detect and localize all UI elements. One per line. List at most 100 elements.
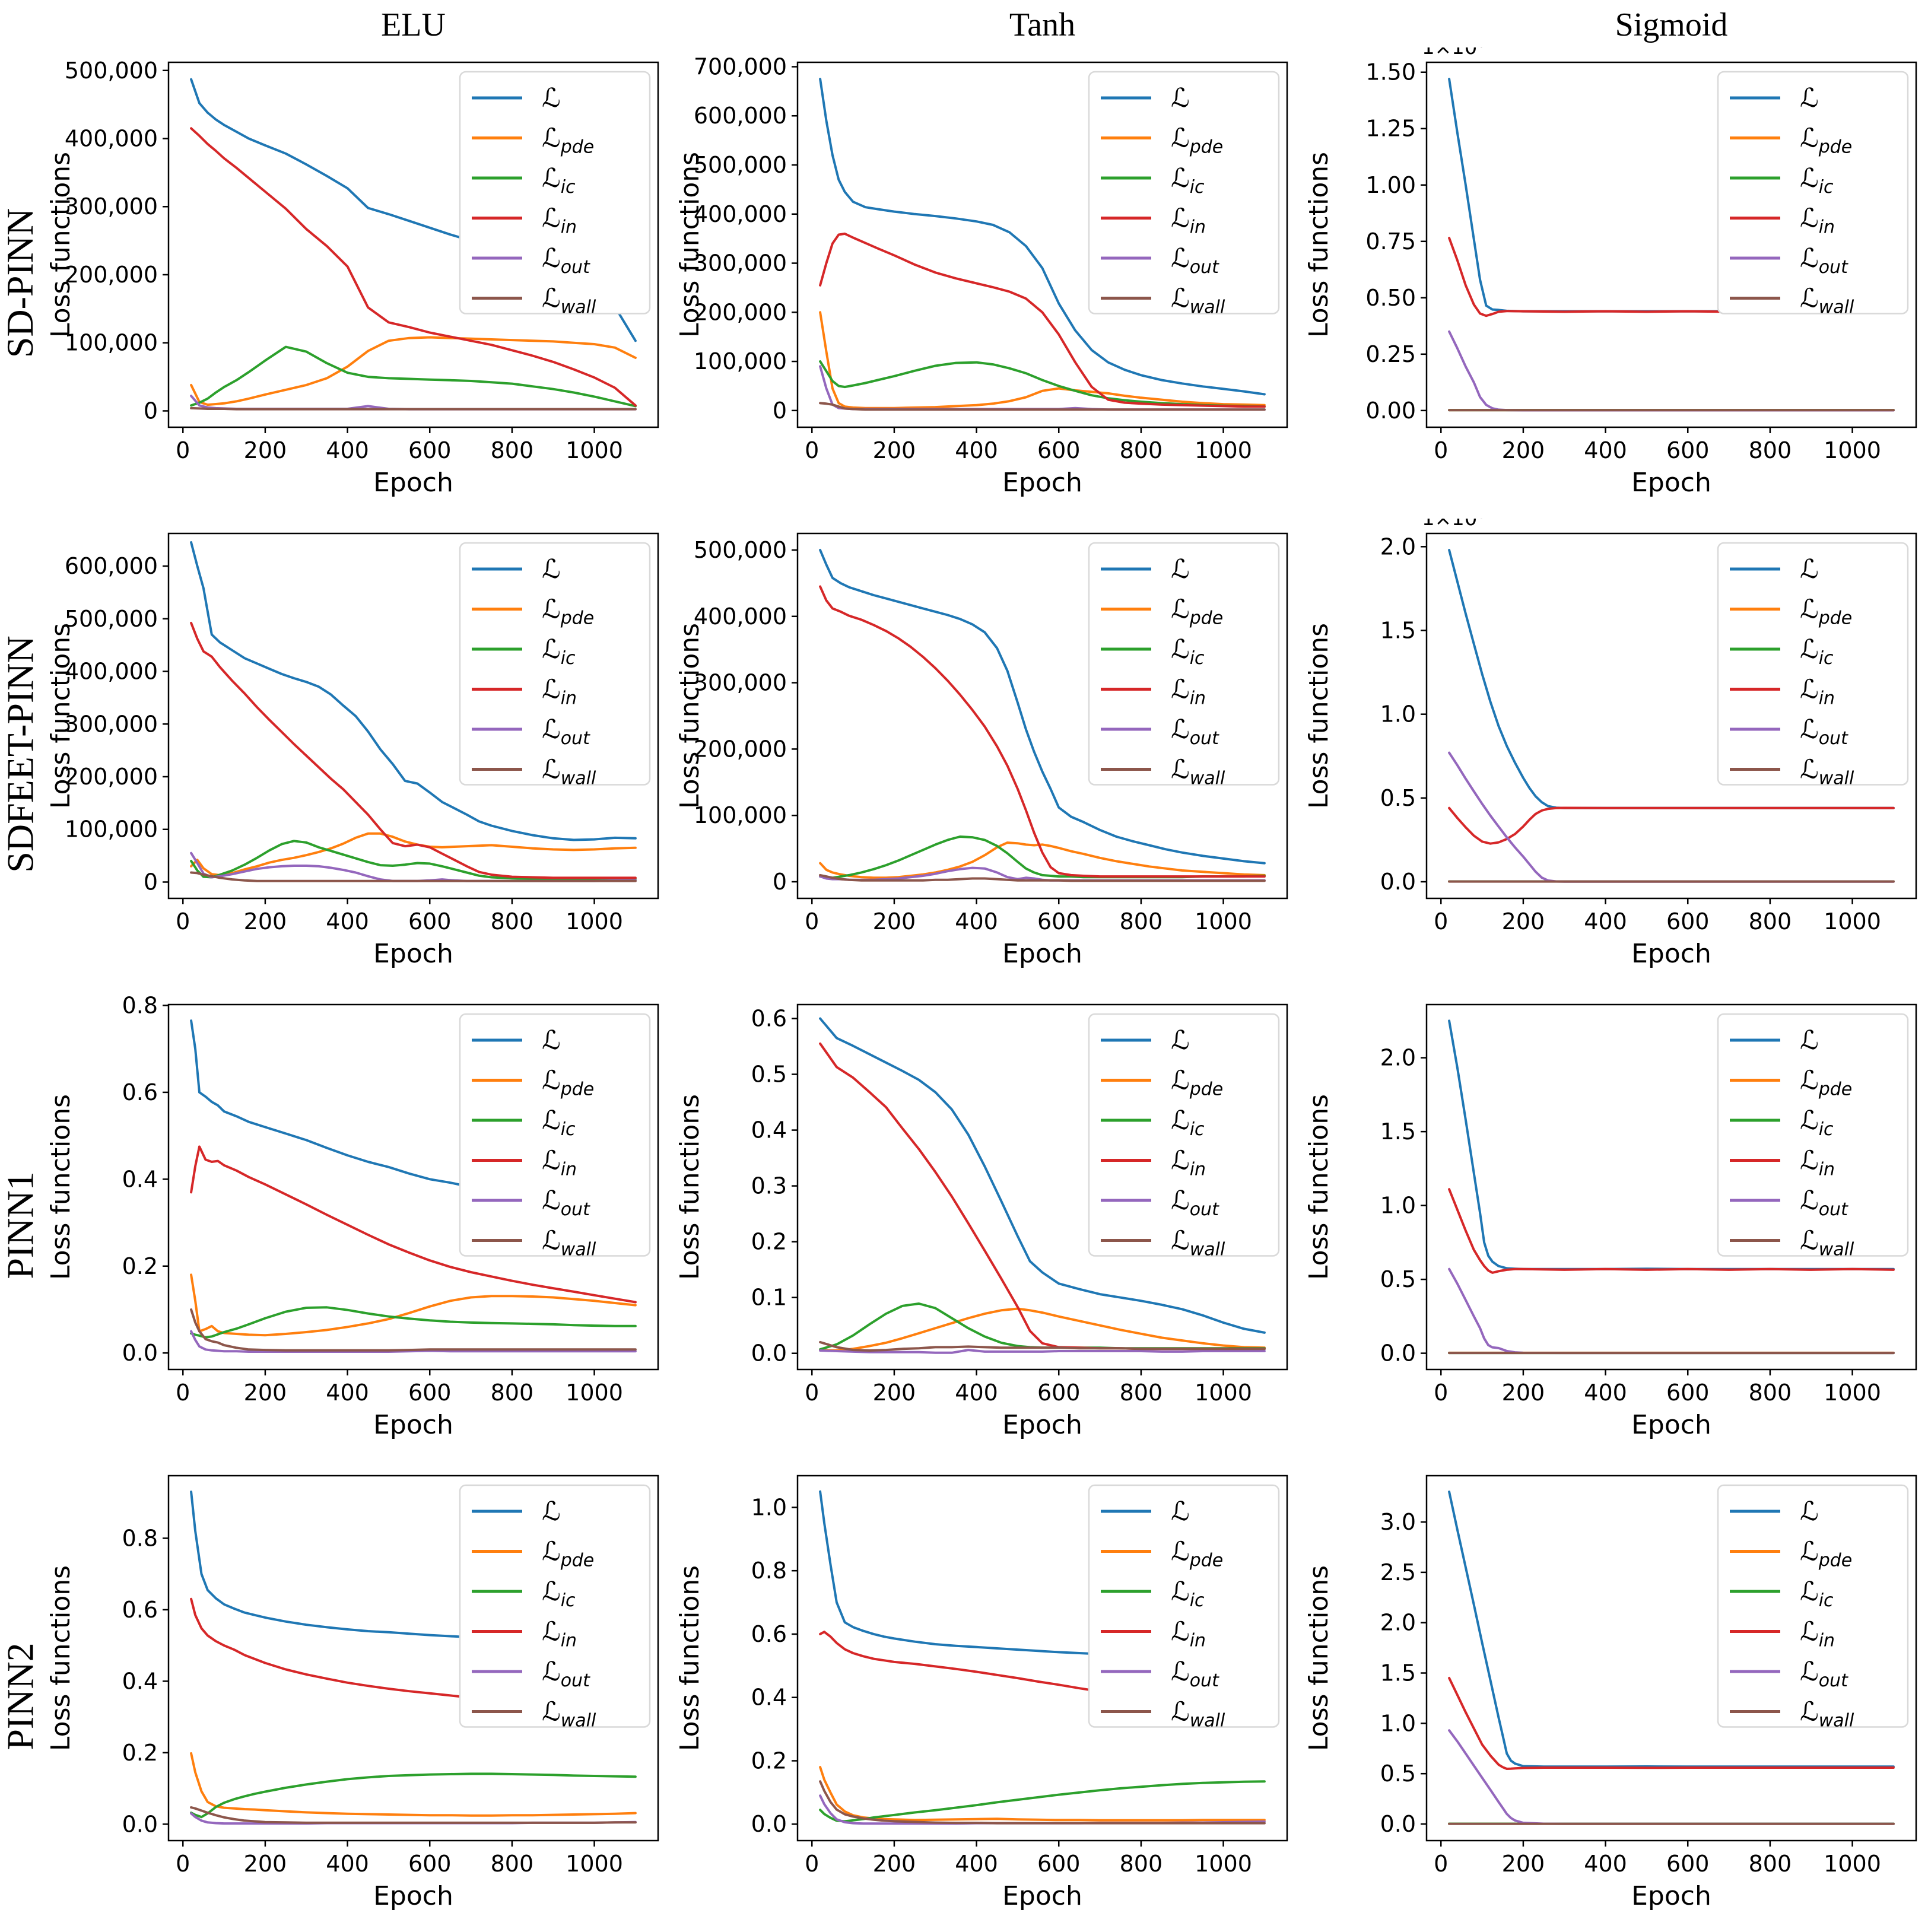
legend-box — [1717, 71, 1909, 314]
y-tick-label: 1.5 — [1380, 617, 1416, 643]
x-tick-label: 400 — [1584, 1380, 1627, 1406]
series-line-L — [819, 78, 1266, 396]
chart-cell-SD-PINN-Tanh: 0 200 400 600 800 1000 0 100,000 200,000 300,000 4… — [670, 47, 1299, 519]
legend-box — [459, 71, 651, 314]
y-tick-label: 0.2 — [122, 1740, 158, 1766]
x-tick-label: 1000 — [566, 908, 623, 935]
x-tick-label: 600 — [408, 908, 452, 935]
series-group — [819, 78, 1266, 411]
legend-label-L_out: ℒout — [1171, 1186, 1219, 1220]
x-tick-label: 0 — [805, 908, 819, 935]
plot-SD-PINN-Tanh: 0 200 400 600 800 1000 0 100,000 200,000 300,000 4… — [675, 53, 1288, 498]
y-axis-offset-label: 1×10⁶ — [1422, 519, 1485, 530]
x-axis-label: Epoch — [373, 1410, 453, 1440]
x-tick-label: 800 — [1120, 1380, 1163, 1406]
x-tick-label: 0 — [1434, 1851, 1448, 1877]
x-tick-label: 0 — [805, 1851, 819, 1877]
row-label-text: PINN2 — [0, 1642, 42, 1750]
plot-SD-PINN-ELU: 0 200 400 600 800 1000 0 100,000 200,000 300,000 4… — [46, 58, 659, 498]
plot-SD-PINN-Sigmoid: 0 200 400 600 800 1000 0.00 0.25 0.50 0.75 1.00 1.2… — [1304, 47, 1917, 498]
plot-PINN2-ELU: 0 200 400 600 800 1000 0.0 0.2 0.4 0.6 0.8 Epoch Los… — [46, 1475, 659, 1911]
axes-box — [167, 61, 659, 428]
series-line-L_in — [190, 127, 637, 407]
legend-label-L_in: ℒin — [542, 1617, 577, 1651]
series-line-L_ic — [190, 1772, 637, 1819]
y-tick-label: 2.0 — [1380, 533, 1416, 560]
series-line-L_ic — [190, 1306, 637, 1339]
series-line-L_in — [190, 1145, 637, 1304]
column-title-tanh: Tanh — [1009, 7, 1076, 43]
y-tick-label: 500,000 — [65, 606, 158, 632]
legend-label-L_pde: ℒpde — [1171, 595, 1223, 629]
legend-label-L_pde: ℒpde — [542, 1537, 594, 1571]
legend-label-L_out: ℒout — [1800, 1186, 1848, 1220]
x-tick-label: 0 — [1434, 437, 1448, 463]
series-line-L_out — [1448, 330, 1895, 412]
legend-label-L_out: ℒout — [1800, 1657, 1848, 1691]
x-tick-label: 0 — [1434, 1380, 1448, 1406]
x-tick-label: 600 — [1666, 437, 1710, 463]
x-tick-label: 200 — [1502, 1380, 1545, 1406]
legend-label-L_in: ℒin — [1800, 1146, 1835, 1180]
x-tick-label: 0 — [176, 1380, 190, 1406]
axes-box — [1425, 61, 1917, 428]
chart-cell-SD-PINN-Sigmoid: 0 200 400 600 800 1000 0.00 0.25 0.50 0.75 1.00 1.2… — [1299, 47, 1928, 519]
y-tick-label: 400,000 — [65, 659, 158, 685]
y-tick-label: 1.5 — [1380, 1118, 1416, 1145]
legend-box — [1088, 71, 1280, 314]
y-tick-label: 400,000 — [694, 603, 787, 630]
y-tick-label: 1.50 — [1365, 59, 1416, 85]
y-tick-label: 0.75 — [1365, 228, 1416, 255]
chart-cell-PINN1-Tanh: 0 200 400 600 800 1000 0.0 0.1 0.2 0.3 0.4 0.5 0.6 Ep… — [670, 990, 1299, 1461]
x-tick-label: 800 — [1120, 437, 1163, 463]
chart-cell-SDFEET-PINN-Tanh: 0 200 400 600 800 1000 0 100,000 200,000 300,000 4… — [670, 519, 1299, 990]
legend-label-L: ℒ — [542, 554, 561, 584]
y-tick-label: 0.2 — [751, 1747, 787, 1774]
x-tick-label: 0 — [1434, 908, 1448, 935]
y-tick-label: 1.5 — [1380, 1660, 1416, 1686]
series-group — [819, 549, 1266, 882]
legend-label-L_out: ℒout — [1800, 243, 1848, 278]
series-line-L_wall — [819, 873, 1266, 882]
axes-box — [167, 1003, 659, 1371]
x-tick-label: 1000 — [1195, 437, 1252, 463]
legend-label-L: ℒ — [1171, 83, 1190, 113]
y-tick-label: 400,000 — [694, 201, 787, 227]
y-axis-label: Loss functions — [675, 152, 705, 338]
x-tick-label: 400 — [326, 437, 369, 463]
y-tick-label: 500,000 — [694, 152, 787, 178]
x-tick-label: 600 — [1666, 1851, 1710, 1877]
x-tick-label: 0 — [176, 908, 190, 935]
series-line-L — [819, 549, 1266, 865]
x-tick-label: 1000 — [1824, 908, 1881, 935]
x-tick-label: 400 — [1584, 908, 1627, 935]
y-axis-label: Loss functions — [675, 623, 705, 809]
y-tick-label: 0 — [144, 869, 158, 895]
legend-label-L: ℒ — [1800, 1025, 1819, 1056]
legend-label-L_pde: ℒpde — [542, 123, 594, 158]
legend-label-L_wall: ℒwall — [542, 1697, 596, 1731]
plot-SDFEET-PINN-ELU: 0 200 400 600 800 1000 0 100,000 200,000 300,000 4… — [46, 532, 659, 969]
y-tick-label: 0.00 — [1365, 398, 1416, 424]
series-line-L_in — [819, 585, 1266, 878]
legend-label-L_ic: ℒic — [1800, 1105, 1834, 1140]
legend-label-L_pde: ℒpde — [1800, 123, 1852, 158]
x-tick-label: 200 — [873, 1380, 916, 1406]
y-axis-label: Loss functions — [675, 1094, 705, 1280]
series-line-L_pde — [190, 1752, 637, 1817]
legend-label-L_wall: ℒwall — [1171, 284, 1225, 318]
y-tick-label: 500,000 — [65, 58, 158, 84]
x-tick-label: 200 — [1502, 1851, 1545, 1877]
x-tick-label: 800 — [491, 1851, 534, 1877]
y-tick-label: 0.4 — [751, 1117, 787, 1143]
x-axis-label: Epoch — [1631, 939, 1711, 969]
legend-box — [1088, 542, 1280, 786]
axes-box — [796, 532, 1288, 900]
series-line-L_wall — [819, 1340, 1266, 1352]
x-tick-label: 800 — [491, 908, 534, 935]
x-axis-label: Epoch — [373, 1881, 453, 1911]
legend-label-L: ℒ — [1800, 1496, 1819, 1527]
y-tick-label: 0.8 — [122, 992, 158, 1018]
x-tick-label: 200 — [244, 1851, 287, 1877]
legend-label-L_in: ℒin — [1171, 675, 1206, 709]
